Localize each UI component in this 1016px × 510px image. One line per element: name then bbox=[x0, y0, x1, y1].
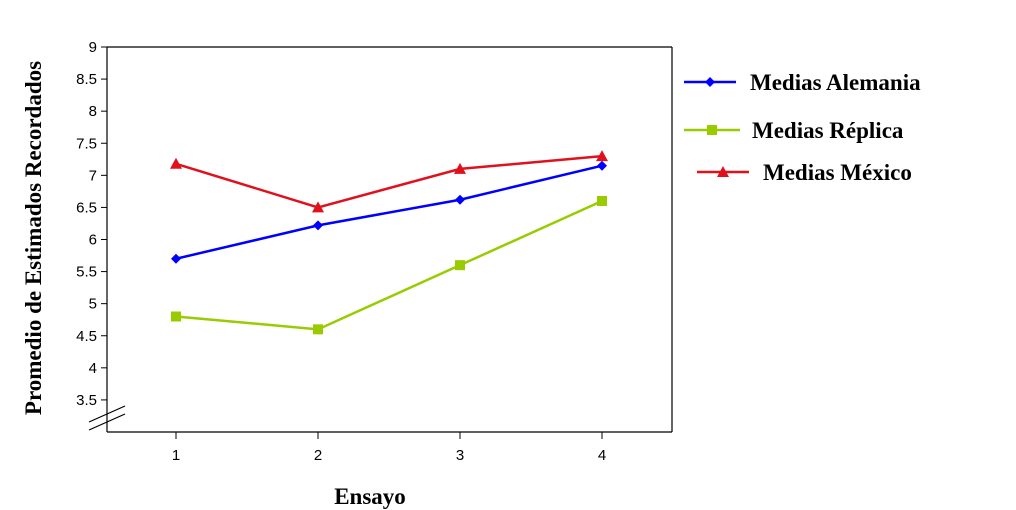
y-tick-label: 3.5 bbox=[76, 392, 97, 409]
y-tick-label: 7.5 bbox=[76, 135, 97, 152]
legend-item: Medias México bbox=[697, 160, 912, 185]
data-point-square bbox=[597, 196, 607, 206]
series-medias-r-plica bbox=[171, 196, 607, 335]
series-line bbox=[175, 154, 603, 209]
axis-break-mark bbox=[88, 413, 126, 431]
legend-label: Medias México bbox=[763, 160, 912, 185]
legend-label: Medias Alemania bbox=[750, 70, 921, 95]
data-point-diamond bbox=[455, 194, 465, 205]
y-tick-label: 6.5 bbox=[76, 199, 97, 216]
data-point-triangle bbox=[454, 162, 466, 174]
y-tick-label: 6 bbox=[89, 232, 97, 249]
y-tick-label: 8 bbox=[89, 103, 97, 120]
axes: 3.5 4 4.5 5 5.5 6 6.5 7 7.5 8 8.5 9 1 2 3 4 bbox=[76, 39, 672, 464]
plot-area bbox=[107, 46, 673, 432]
data-point-square bbox=[455, 260, 465, 271]
y-tick-label: 7 bbox=[89, 167, 97, 184]
legend-label: Medias Réplica bbox=[752, 118, 904, 143]
x-tick-label: 1 bbox=[172, 447, 180, 464]
legend-item: Medias Réplica bbox=[684, 118, 904, 143]
y-tick-label: 5 bbox=[89, 296, 97, 313]
x-tick-label: 3 bbox=[456, 447, 464, 464]
x-tick-label: 2 bbox=[314, 447, 322, 464]
data-point-triangle bbox=[170, 157, 182, 169]
y-tick-label: 4 bbox=[89, 360, 97, 377]
y-tick-label: 9 bbox=[89, 39, 97, 56]
series-lines bbox=[170, 150, 608, 335]
x-tick-label: 4 bbox=[598, 447, 606, 464]
x-axis-title: Ensayo bbox=[334, 484, 406, 509]
legend-item: Medias Alemania bbox=[684, 70, 921, 95]
data-point-square bbox=[313, 324, 323, 335]
series-line bbox=[175, 164, 603, 260]
data-point-triangle bbox=[717, 166, 729, 177]
data-point-diamond bbox=[313, 220, 323, 231]
data-point-triangle bbox=[596, 150, 608, 162]
y-tick-label: 5.5 bbox=[76, 264, 97, 281]
data-point-triangle bbox=[312, 201, 324, 213]
legend: Medias Alemania Medias Réplica Medias Méxi… bbox=[684, 70, 921, 185]
axis-break-mark bbox=[88, 405, 126, 423]
data-point-diamond bbox=[597, 160, 607, 171]
series-medias-m-xico bbox=[170, 150, 608, 213]
data-point-diamond bbox=[705, 77, 715, 87]
y-axis-title: Promedio de Estimados Recordados bbox=[21, 61, 46, 415]
series-line bbox=[175, 199, 603, 331]
data-point-square bbox=[707, 125, 717, 135]
y-tick-label: 4.5 bbox=[76, 328, 97, 345]
series-medias-alemania bbox=[171, 160, 607, 264]
data-point-square bbox=[171, 311, 181, 322]
y-tick-label: 8.5 bbox=[76, 71, 97, 88]
data-point-diamond bbox=[171, 253, 181, 264]
